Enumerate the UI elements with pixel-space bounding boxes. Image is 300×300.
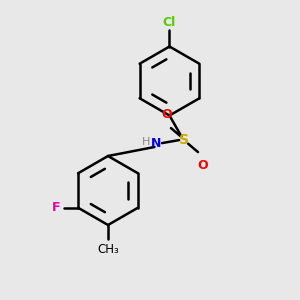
Text: S: S bbox=[179, 133, 190, 147]
Text: CH₃: CH₃ bbox=[97, 243, 119, 256]
Text: O: O bbox=[197, 159, 208, 172]
Text: F: F bbox=[52, 201, 61, 214]
Text: H: H bbox=[142, 137, 151, 147]
Text: N: N bbox=[151, 136, 161, 150]
Text: Cl: Cl bbox=[163, 16, 176, 28]
Text: O: O bbox=[161, 109, 172, 122]
